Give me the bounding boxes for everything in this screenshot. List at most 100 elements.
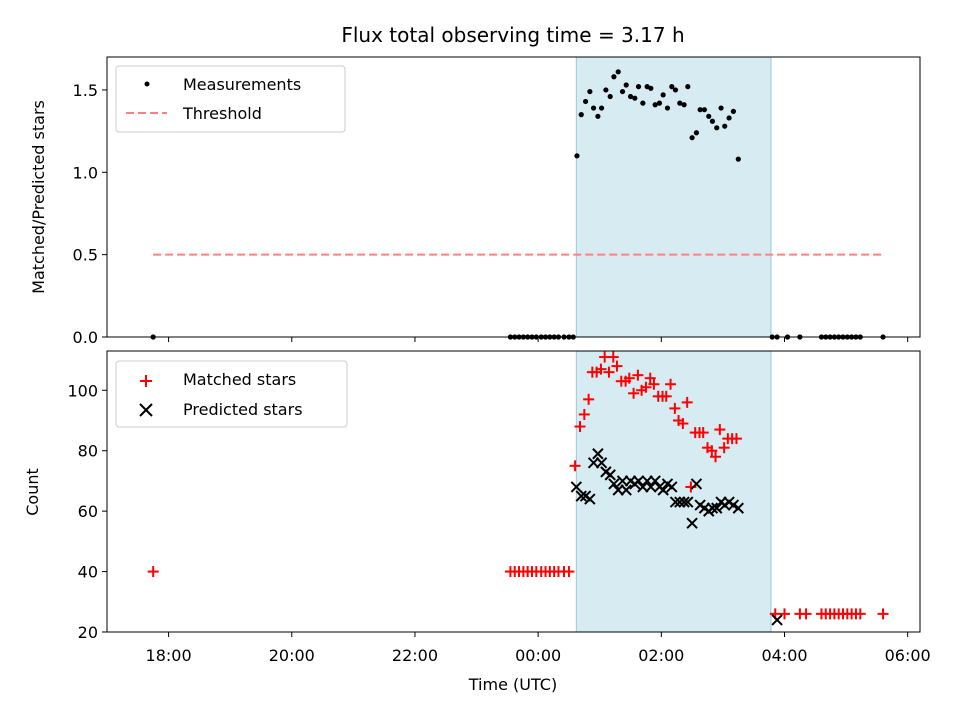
matched-star-point [595,363,607,375]
measurement-point [677,100,683,106]
x-tick-label: 04:00 [761,646,807,665]
x-axis: 18:00 20:00 22:00 00:00 02:00 04:00 06:00 [146,632,931,665]
legend-measurements-marker [144,81,150,87]
measurement-point [623,82,629,88]
measurement-point [706,113,712,119]
y-tick-label: 20 [78,623,98,642]
matched-star-point [574,421,586,433]
bottom-y-axis: 20 40 60 80 100 [67,381,107,642]
measurement-point [685,84,691,90]
predicted-star-point [604,469,616,481]
predicted-star-point [620,484,632,496]
matched-star-point [611,360,623,372]
measurement-point [611,74,617,80]
measurement-point [635,84,642,90]
y-tick-label: 60 [78,502,98,521]
top-panel: 0.0 0.5 1.0 1.5 Matched/Predicted stars Mea… [29,56,921,347]
matched-star-point [730,433,742,445]
measurement-point [615,69,621,75]
x-tick-label: 00:00 [515,646,561,665]
measurement-point [574,153,580,159]
measurement-point [582,98,589,105]
measurement-point [595,113,601,119]
x-tick-label: 20:00 [269,646,315,665]
legend-matched-label: Matched stars [183,370,296,389]
matched-star-point [710,451,722,463]
bottom-panel: 20 40 60 80 100 18:00 20:00 22:00 00:00 02:00 04:… [23,350,931,694]
predicted-star-point [570,481,583,493]
matched-star-point [147,566,159,578]
legend-predicted-label: Predicted stars [183,400,303,419]
predicted-star-point [657,484,669,496]
measurement-point [664,105,671,111]
predicted-star-point [686,517,698,529]
matched-star-point [648,378,660,390]
matched-star-point [603,366,615,378]
matched-star-point [800,608,812,620]
predicted-star-point [669,496,682,508]
matched-star-point [677,418,689,430]
matched-star-point [669,402,681,414]
measurement-point [632,95,638,101]
predicted-star-point [584,493,596,505]
matched-stars-series [147,351,889,620]
measurement-point [726,115,732,121]
matched-star-point [563,566,575,578]
measurement-point [648,85,654,91]
top-axes-frame [106,56,921,338]
measurement-point [578,112,584,118]
measurement-point [735,156,741,162]
matched-star-point [697,427,709,439]
matched-star-point [714,424,726,436]
legend-predicted-marker [139,403,153,417]
legend-threshold-label: Threshold [182,104,262,123]
measurement-point [730,108,736,114]
predicted-star-point [575,490,587,502]
measurement-point [590,105,597,111]
measurement-point [607,93,613,100]
x-tick-label: 06:00 [885,646,931,665]
matched-star-point [628,387,640,399]
measurement-point [669,84,675,90]
bottom-legend: Matched stars Predicted stars [115,360,348,428]
matched-star-point [623,372,635,384]
observing-window-shade-top [575,56,772,338]
y-tick-label: 40 [78,563,98,582]
chart-title: Flux total observing time = 3.17 h [341,23,684,47]
measurement-point [652,102,658,108]
matched-star-point [578,408,590,420]
y-tick-label: 1.0 [73,163,98,182]
y-tick-label: 100 [67,381,98,400]
predicted-star-point [732,502,745,514]
x-tick-label: 18:00 [146,646,192,665]
measurement-point [598,105,605,111]
measurement-point [619,88,626,95]
matched-star-point [632,369,644,381]
predicted-star-point [711,502,723,514]
matched-star-point [718,442,730,454]
matched-star-point [607,351,619,363]
top-x-ticks [168,337,909,342]
measurement-point [697,107,703,113]
matched-star-point [583,393,595,405]
predicted-star-point [595,457,608,469]
measurement-point [689,135,695,141]
measurement-point [681,102,687,108]
bottom-axes-frame [106,350,921,633]
top-y-axis: 0.0 0.5 1.0 1.5 [73,81,107,347]
predicted-star-point [666,481,678,493]
legend-measurements-label: Measurements [183,75,301,94]
predicted-star-point [645,481,657,493]
predicted-star-point [608,478,620,490]
predicted-star-point [690,478,703,490]
bottom-legend-box [115,360,348,428]
matched-star-point [660,390,672,402]
x-tick-label: 22:00 [392,646,438,665]
matched-star-point [681,396,693,408]
matched-star-point [779,608,790,620]
matched-star-point [706,445,718,457]
top-legend-box [115,65,346,133]
y-tick-label: 0.0 [73,328,98,347]
top-legend: Measurements Threshold [115,65,346,133]
